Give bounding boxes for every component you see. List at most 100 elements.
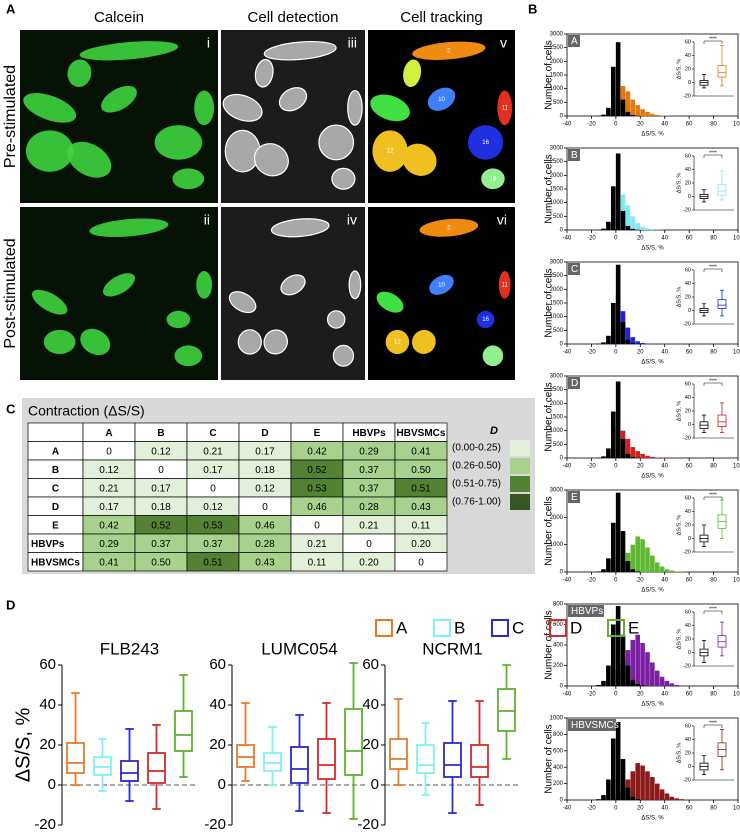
cell [254,58,274,88]
pre-bar [610,303,616,344]
row-header: HBVSMCs [31,557,80,568]
cell [79,41,179,61]
x-tick-label: 40 [661,578,668,584]
cell [497,90,513,126]
table-value: 0.18 [255,465,275,476]
pre-bar [606,779,611,800]
table-value: 0.43 [255,557,275,568]
significance: **** [709,606,717,612]
y-tick-label: 0 [218,776,226,793]
post-bar [654,114,660,116]
post-bar [645,652,650,686]
table-value: 0.37 [203,539,223,550]
y-tick-label: 60 [362,656,379,673]
x-axis-label: ΔS/S, % [641,132,664,138]
significance-bracket [703,382,723,386]
panel-tag [568,263,580,275]
cell [402,143,437,176]
x-tick-label: 100 [733,806,740,812]
significance-bracket [703,268,723,272]
x-tick-label: 80 [710,464,717,470]
inset-y-tick-label: 60 [685,39,691,45]
legend-label: A [396,618,408,637]
y-axis-label: ΔS/S, % [12,708,34,783]
cell [101,85,137,113]
pre-bar [635,683,640,686]
inset-y-tick-label: 0 [688,764,691,770]
legend-swatch [510,458,530,474]
table-value: 0.41 [99,557,119,568]
post-bar [625,91,631,116]
legend-swatch [510,440,530,456]
inset-y-tick-label: 0 [688,194,691,200]
y-tick-label: 0 [371,776,379,793]
post-bar [630,639,636,686]
pre-bar [615,492,621,572]
table-value: 0.52 [307,465,327,476]
image-label: iv [347,212,357,228]
y-tick-label: 1000 [550,86,564,92]
table-value: 0.46 [307,502,327,513]
table-value: 0.37 [151,539,171,550]
x-axis-label: ΔS/S, % [641,702,664,708]
y-tick-label: 800 [553,602,564,608]
cell [25,130,74,172]
pre-bar [606,448,611,458]
x-tick-label: 80 [710,350,717,356]
post-bar [669,570,675,572]
table-value: 0.37 [359,483,379,494]
y-tick-label: 2500 [550,273,564,279]
panel-tag-label: C [571,264,578,275]
y-tick-label: 1000 [550,314,564,320]
post-bar [654,783,660,800]
x-tick-label: -20 [587,578,596,584]
pre-bar [601,342,606,344]
pre-bar [615,153,621,230]
table-value: 0.17 [255,446,275,457]
row-header: A [52,446,59,457]
cell [102,273,136,297]
y-tick-label: 0 [560,114,564,120]
x-tick-label: 20 [637,122,644,128]
table-cell [394,552,448,572]
cell [482,345,504,367]
table-value: 0.11 [412,520,431,531]
post-bar [635,763,640,800]
x-tick-label: -20 [587,122,596,128]
table-value: 0.17 [151,483,171,494]
cell [172,168,205,190]
post-bar [654,457,660,458]
legend-swatch [375,619,393,637]
inset-y-label: ΔS/S, % [676,287,682,308]
panel-label: B [528,1,537,16]
y-tick-label: 1000 [550,542,564,548]
legend-label: (0.51-0.75) [452,479,501,490]
table-value: 0.51 [411,483,431,494]
post-bar [650,229,655,230]
x-tick-label: 60 [686,350,693,356]
plot-frame [566,33,739,117]
table-value: 0.29 [99,539,119,550]
x-tick-label: 0 [614,464,618,470]
x-tick-label: 40 [661,464,668,470]
post-bar [630,99,636,116]
x-tick-label: 20 [637,578,644,584]
cell-id: 16 [482,140,489,146]
pre-bar [625,665,631,686]
inset-y-tick-label: 20 [685,180,691,186]
cell [224,129,261,173]
cell [89,218,169,238]
post-bar [674,684,680,686]
y-tick-label: 800 [553,732,564,738]
post-bar [679,685,684,686]
x-tick-label: 80 [710,806,717,812]
post-bar [640,765,645,800]
cell [403,59,422,87]
cell [419,218,479,237]
y-tick-label: 0 [560,342,564,348]
pre-bar [620,438,626,458]
y-tick-label: 2000 [550,515,564,521]
pre-bar [630,679,636,686]
post-bar [635,341,640,344]
y-tick-label: 1500 [550,415,564,421]
